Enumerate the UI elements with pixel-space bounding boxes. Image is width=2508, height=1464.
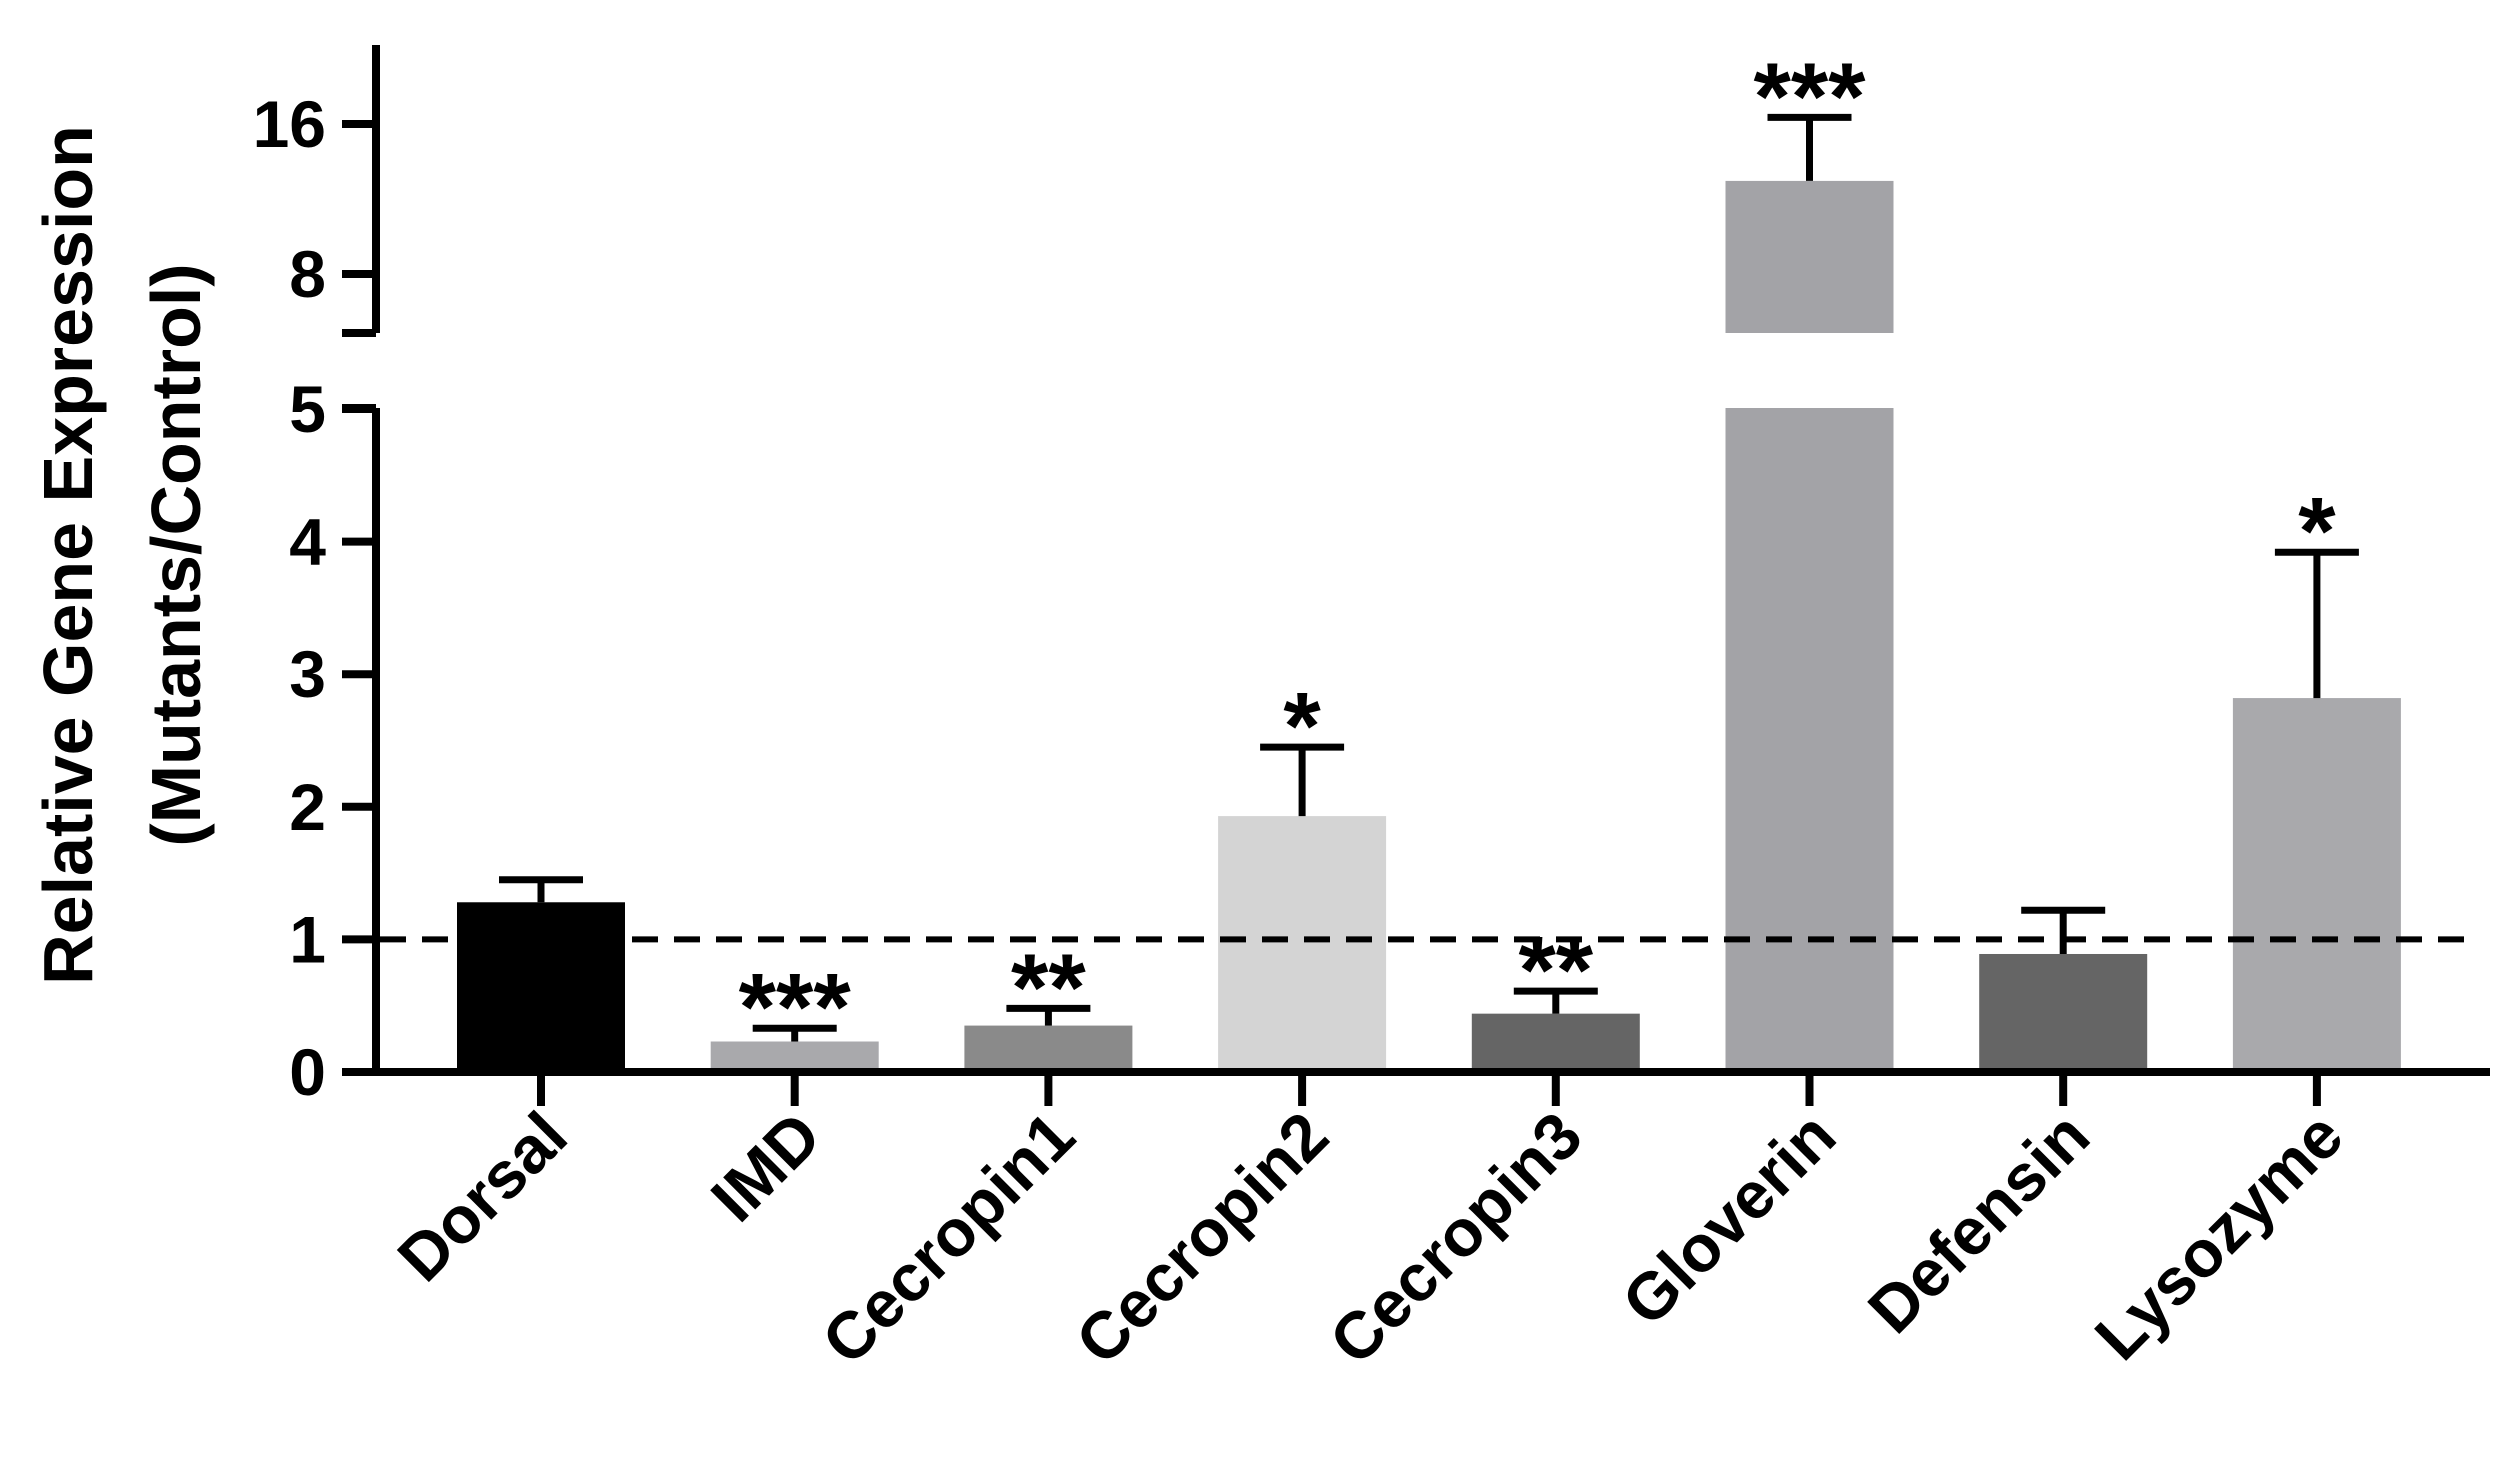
y-tick-label: 0 <box>289 1035 326 1109</box>
x-tick-label: Dorsal <box>383 1098 581 1296</box>
y-ticks: 0 1 2 3 4 5 8 16 <box>253 87 376 1109</box>
x-tick-label: Cecropin3 <box>1315 1098 1596 1379</box>
x-tick-label: Cecropin2 <box>1061 1098 1342 1379</box>
bar-cecropin1 <box>964 1025 1133 1072</box>
y-axis-label: Relative Gene Expression <box>29 125 107 985</box>
bar-gloverin-upper <box>1725 180 1894 333</box>
bar-cecropin2 <box>1218 816 1387 1072</box>
bar-dorsal <box>457 902 625 1072</box>
significance-label: ** <box>1518 917 1593 1024</box>
y-tick-label: 3 <box>289 637 326 711</box>
bar-lysozyme <box>2232 698 2401 1072</box>
error-bars <box>499 113 2359 1042</box>
significance-label: *** <box>1753 43 1866 150</box>
y-tick-label: 16 <box>253 87 326 161</box>
bars <box>457 180 2401 1072</box>
significance-labels: *** ********* <box>739 43 2337 1061</box>
y-tick-label: 8 <box>289 237 326 311</box>
x-tick-label: IMD <box>697 1098 835 1236</box>
significance-label: ** <box>1011 934 1086 1041</box>
significance-label: *** <box>739 954 852 1061</box>
significance-label: * <box>1283 673 1321 780</box>
x-tick-label: Cecropin1 <box>808 1098 1089 1379</box>
y-tick-label: 5 <box>289 372 326 446</box>
y-tick-label: 4 <box>289 505 326 579</box>
x-tick-label: Defensin <box>1854 1098 2103 1347</box>
x-tick-label: Gloverin <box>1608 1098 1850 1340</box>
axes <box>342 45 2490 1076</box>
bar-defensin <box>1979 953 2148 1072</box>
bar-cecropin3 <box>1471 1013 1640 1072</box>
bar-gloverin-lower <box>1725 408 1894 1072</box>
significance-label: * <box>2298 478 2336 585</box>
y-tick-label: 1 <box>289 902 326 976</box>
y-axis-title: Relative Gene Expression (Mutants/Contro… <box>29 125 215 985</box>
bar-imd <box>710 1041 879 1072</box>
y-tick-label: 2 <box>289 770 326 844</box>
x-tick-label: Lysozyme <box>2081 1098 2357 1374</box>
y-axis-label-line2: (Mutants/Control) <box>137 263 215 846</box>
